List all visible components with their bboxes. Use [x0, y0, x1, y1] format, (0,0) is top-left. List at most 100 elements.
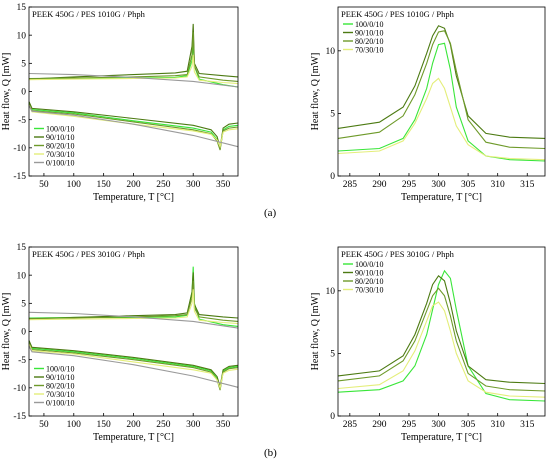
a-left-ytick-label: -15 [13, 172, 26, 182]
a-right-ytick-label: 10 [326, 47, 336, 57]
a-left-legend-label: 90/10/10 [46, 133, 74, 142]
a-left-xtick-label: 100 [67, 180, 82, 190]
b-left-legend-label: 80/20/10 [46, 382, 74, 391]
b-right-xaxis-label: Temperature, T [°C] [401, 432, 482, 443]
a-left-legend-label: 0/100/10 [46, 159, 74, 168]
a-right-xaxis-label: Temperature, T [°C] [401, 192, 482, 203]
b-right-legend-label: 70/30/10 [355, 286, 383, 295]
a-left-ytick-label: -5 [18, 116, 26, 126]
a-right-legend-label: 70/30/10 [355, 46, 383, 55]
a-left-series-line-3 [28, 54, 239, 85]
a-left-series-line-9 [28, 105, 239, 148]
a-right-ytick-label: 5 [330, 110, 335, 120]
b-left-xtick-label: 200 [126, 420, 141, 430]
a-right-series-line-0 [337, 42, 546, 162]
b-left-series-line-1 [28, 272, 239, 320]
b-right-xtick-label: 305 [461, 420, 476, 430]
b-left-xaxis-label: Temperature, T [°C] [93, 432, 174, 443]
b-left-ytick-label: 5 [21, 300, 26, 310]
b-left-yaxis-label: Heat flow, Q [mW] [1, 293, 12, 371]
b-left-legend-label: 90/10/10 [46, 373, 74, 382]
a-left-series-line-1 [28, 23, 239, 80]
b-left-legend-label: 100/0/10 [46, 365, 74, 374]
a-right-series-line-1 [337, 25, 546, 139]
a-left-legend-label: 80/20/10 [46, 142, 74, 151]
b-left-legend-label: 0/100/10 [46, 399, 74, 408]
b-right-xtick-label: 290 [372, 420, 387, 430]
b-left-series-line-6 [28, 340, 239, 387]
b-right-xtick-label: 310 [491, 420, 506, 430]
b-left-ytick-label: -15 [13, 412, 26, 422]
a-left-xtick-label: 200 [126, 180, 141, 190]
b-right-xtick-label: 300 [431, 420, 446, 430]
b-right-title: PEEK 450G / PES 3010G / Phph [341, 249, 455, 259]
a-left-xtick-label: 300 [186, 180, 201, 190]
b-right-legend-label: 80/20/10 [355, 277, 383, 286]
a-right-xtick-label: 290 [372, 180, 387, 190]
a-right-xtick-label: 310 [491, 180, 506, 190]
a-left-series-line-2 [28, 32, 239, 82]
a-left-xaxis-label: Temperature, T [°C] [93, 192, 174, 203]
b-right-legend-label: 90/10/10 [355, 269, 383, 278]
b-left-title: PEEK 450G / PES 3010G / Phph [32, 249, 146, 259]
b-right-yaxis-label: Heat flow, Q [mW] [310, 293, 321, 371]
b-left-xtick-label: 150 [97, 420, 112, 430]
a-right-ytick-label: 0 [330, 172, 335, 182]
a-right-series-line-3 [337, 77, 546, 161]
b-left-series-line-8 [28, 343, 239, 390]
a-right-series-line-2 [337, 30, 546, 150]
a-right-xtick-label: 295 [402, 180, 417, 190]
a-left-series-line-8 [28, 104, 239, 149]
a-left-xtick-label: 150 [97, 180, 112, 190]
b-right-ytick-label: 5 [330, 350, 335, 360]
b-right-series-line-1 [337, 274, 546, 385]
b-left-series-line-5 [28, 341, 239, 390]
b-left-ytick-label: 10 [17, 271, 27, 281]
a-right-xtick-label: 305 [461, 180, 476, 190]
a-left-ytick-label: 10 [17, 31, 27, 41]
b-right-xtick-label: 315 [520, 420, 535, 430]
b-left-xtick-label: 100 [67, 420, 82, 430]
a-left-xtick-label: 250 [156, 180, 171, 190]
a-left-ytick-label: 15 [17, 3, 27, 13]
a-left-xtick-label: 50 [39, 180, 49, 190]
b-left-xtick-label: 300 [186, 420, 201, 430]
b-left-xtick-label: 350 [216, 420, 231, 430]
b-left-series-line-3 [28, 289, 239, 325]
a-right-legend-label: 80/20/10 [355, 37, 383, 46]
b-right-xtick-label: 285 [343, 420, 358, 430]
a-right-xtick-label: 285 [343, 180, 358, 190]
b-left-ytick-label: 15 [17, 243, 27, 253]
a-left-ytick-label: 0 [21, 88, 26, 98]
b-right-legend-label: 100/0/10 [355, 260, 383, 269]
a-left-ytick-label: -10 [13, 144, 26, 154]
a-left-series-line-6 [28, 101, 239, 148]
a-left-legend-label: 70/30/10 [46, 150, 74, 159]
a-right-xtick-label: 300 [431, 180, 446, 190]
b-right-frame [337, 246, 546, 417]
b-left-xtick-label: 250 [156, 420, 171, 430]
b-left-xtick-label: 50 [39, 420, 49, 430]
a-right-yaxis-label: Heat flow, Q [mW] [310, 53, 321, 131]
b-left-series-line-9 [28, 345, 239, 388]
a-left-series-line-5 [28, 102, 239, 150]
a-right-title: PEEK 450G / PES 1010G / Phph [341, 9, 455, 19]
b-left-series-line-4 [28, 311, 239, 329]
b-right-ytick-label: 0 [330, 412, 335, 422]
a-right-legend-label: 100/0/10 [355, 20, 383, 29]
b-right-series-line-2 [337, 287, 546, 392]
b-right-ytick-label: 10 [326, 287, 336, 297]
a-right-xtick-label: 315 [520, 180, 535, 190]
b-left-legend-label: 70/30/10 [46, 390, 74, 399]
b-left-ytick-label: -10 [13, 384, 26, 394]
caption-b: (b) [264, 447, 277, 459]
a-left-title: PEEK 450G / PES 1010G / Phph [32, 9, 146, 19]
b-left-series-line-7 [28, 342, 239, 391]
b-left-ytick-label: 0 [21, 328, 26, 338]
a-right-legend-label: 90/10/10 [355, 29, 383, 38]
a-left-legend-label: 100/0/10 [46, 125, 74, 134]
a-left-series-line-4 [28, 72, 239, 88]
b-right-series-line-3 [337, 301, 546, 398]
a-left-xtick-label: 350 [216, 180, 231, 190]
